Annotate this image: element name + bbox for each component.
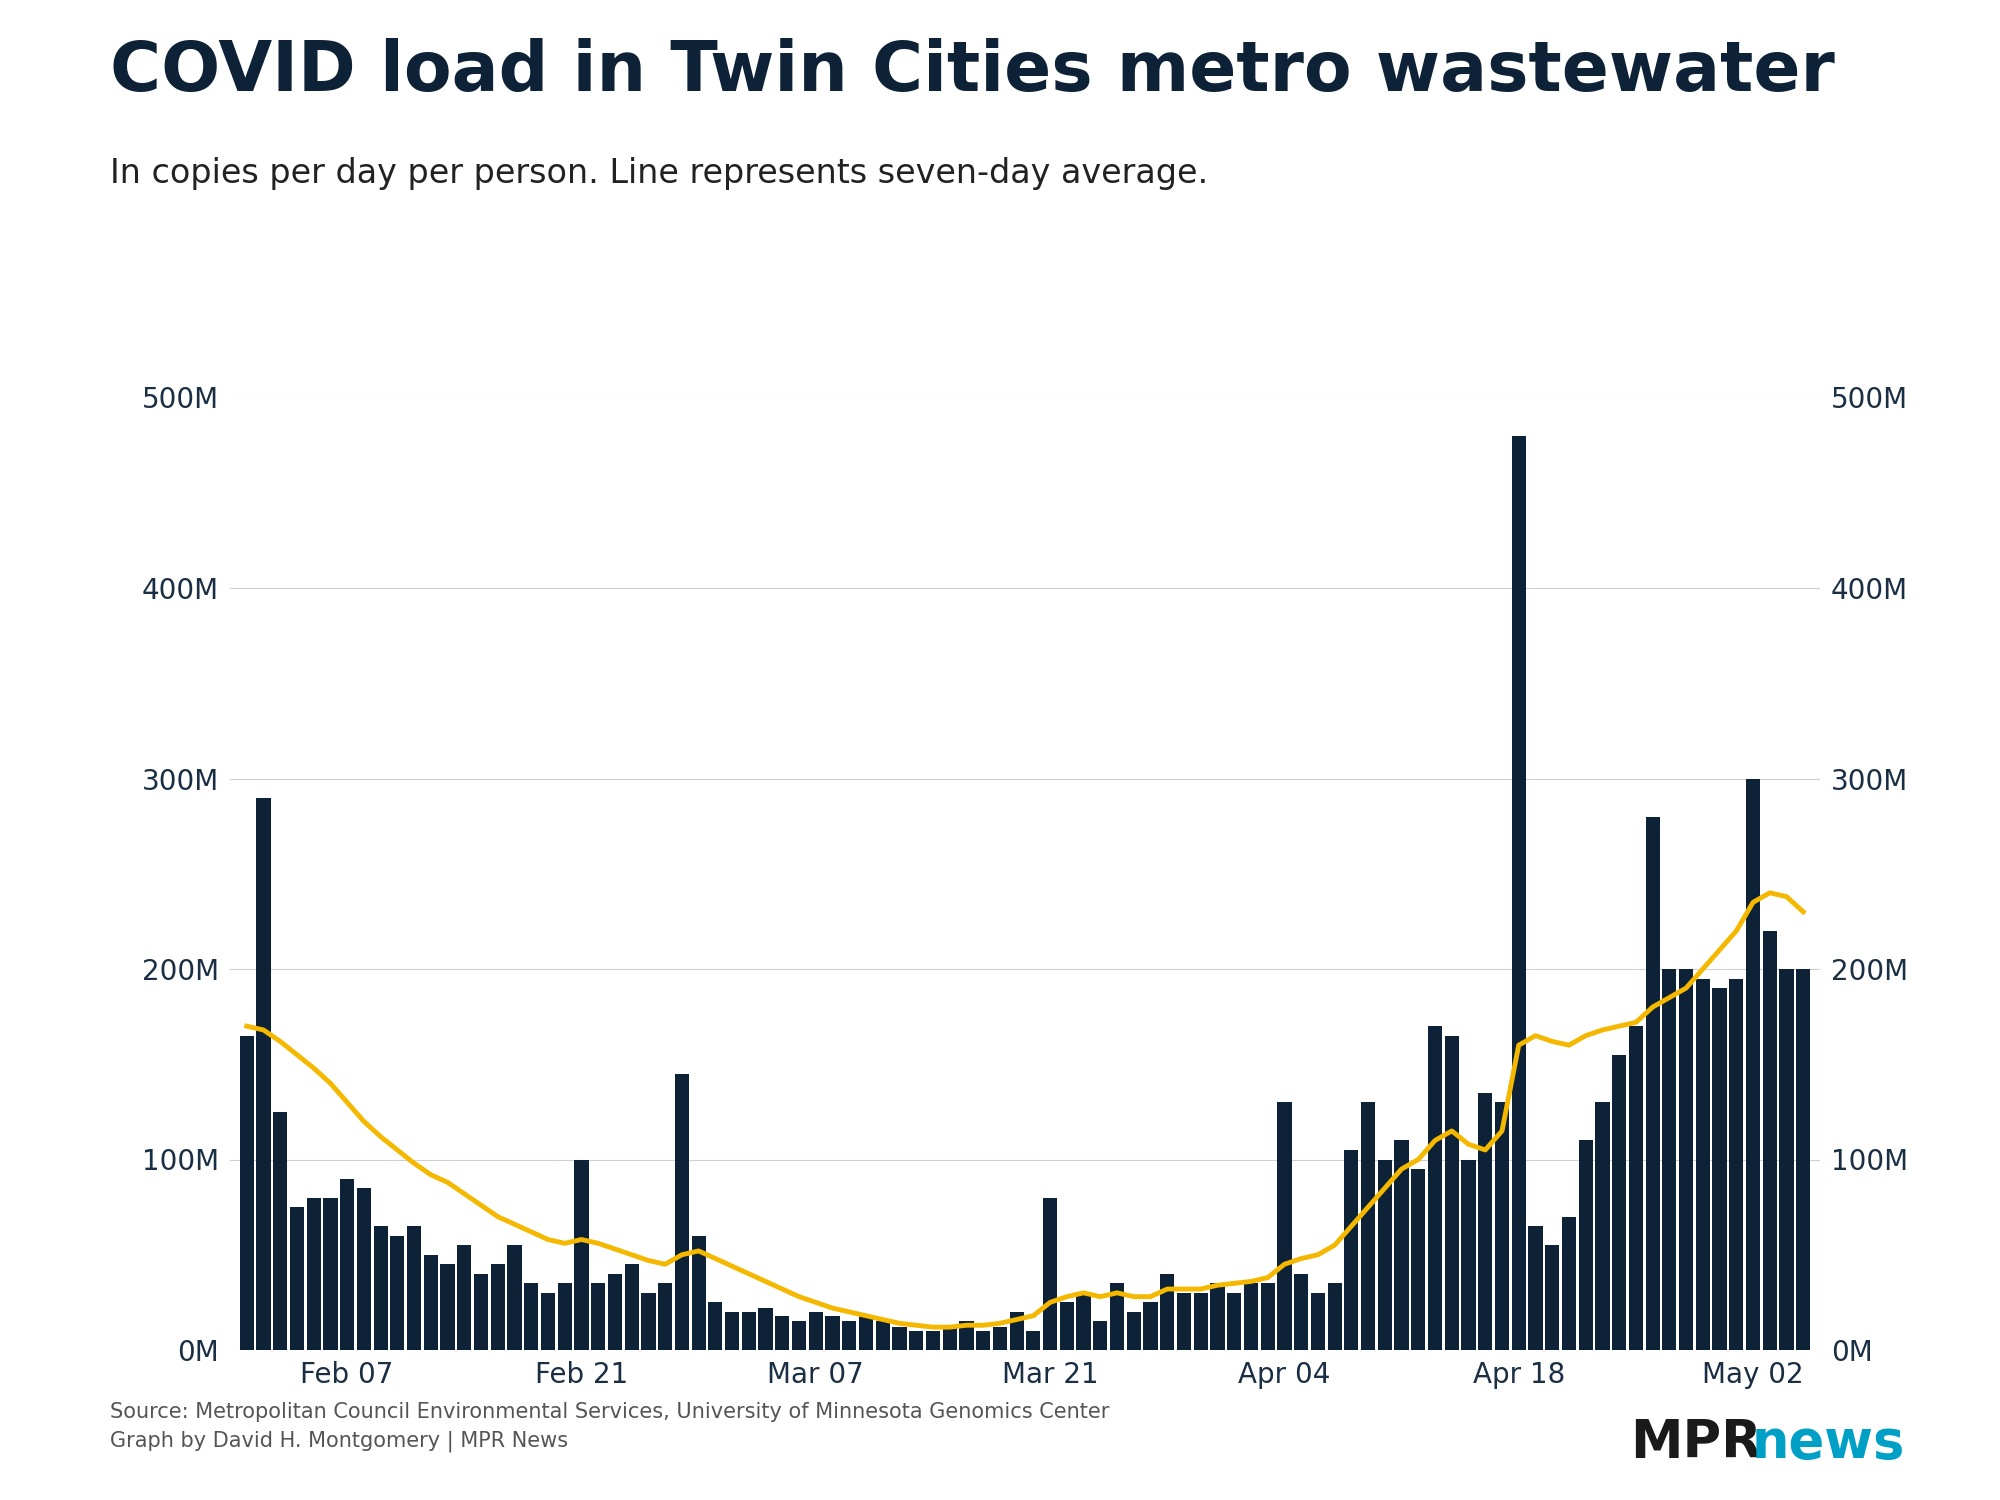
Bar [926, 1330, 940, 1350]
Bar [708, 1302, 722, 1350]
Bar [910, 1330, 924, 1350]
Bar [490, 1264, 504, 1350]
Text: COVID load in Twin Cities metro wastewater: COVID load in Twin Cities metro wastewat… [110, 38, 1834, 105]
Bar [842, 1322, 856, 1350]
Bar [1662, 969, 1676, 1350]
Bar [424, 1254, 438, 1350]
Bar [1546, 1245, 1560, 1350]
Bar [960, 1322, 974, 1350]
Bar [1094, 1322, 1108, 1350]
Bar [592, 1284, 606, 1350]
Bar [1310, 1293, 1326, 1350]
Bar [1176, 1293, 1192, 1350]
Bar [976, 1330, 990, 1350]
Bar [1628, 1026, 1644, 1350]
Bar [440, 1264, 454, 1350]
Bar [306, 1197, 320, 1350]
Bar [1328, 1284, 1342, 1350]
Bar [1244, 1284, 1258, 1350]
Bar [1026, 1330, 1040, 1350]
Text: Source: Metropolitan Council Environmental Services, University of Minnesota Gen: Source: Metropolitan Council Environment… [110, 1402, 1110, 1452]
Bar [1796, 969, 1810, 1350]
Bar [374, 1226, 388, 1350]
Bar [1712, 988, 1726, 1350]
Bar [776, 1316, 790, 1350]
Bar [558, 1284, 572, 1350]
Bar [1412, 1168, 1426, 1350]
Bar [876, 1322, 890, 1350]
Bar [1144, 1302, 1158, 1350]
Bar [1780, 969, 1794, 1350]
Bar [1344, 1150, 1358, 1350]
Bar [1378, 1160, 1392, 1350]
Bar [826, 1316, 840, 1350]
Bar [1678, 969, 1694, 1350]
Bar [1126, 1312, 1140, 1350]
Bar [1444, 1035, 1458, 1350]
Bar [1612, 1054, 1626, 1350]
Bar [1596, 1102, 1610, 1350]
Bar [274, 1112, 288, 1350]
Bar [540, 1293, 556, 1350]
Bar [1194, 1293, 1208, 1350]
Bar [642, 1293, 656, 1350]
Bar [992, 1328, 1008, 1350]
Bar [1260, 1284, 1274, 1350]
Bar [742, 1312, 756, 1350]
Bar [390, 1236, 404, 1350]
Text: In copies per day per person. Line represents seven-day average.: In copies per day per person. Line repre… [110, 158, 1208, 190]
Text: news: news [1752, 1418, 1906, 1470]
Bar [1010, 1312, 1024, 1350]
Bar [406, 1226, 422, 1350]
Bar [1160, 1274, 1174, 1350]
Bar [256, 798, 270, 1350]
Bar [942, 1328, 956, 1350]
Bar [574, 1160, 588, 1350]
Bar [1730, 978, 1744, 1350]
Bar [1578, 1140, 1592, 1350]
Bar [608, 1274, 622, 1350]
Text: MPR: MPR [1630, 1418, 1762, 1470]
Bar [1294, 1274, 1308, 1350]
Bar [508, 1245, 522, 1350]
Bar [1512, 435, 1526, 1350]
Bar [356, 1188, 372, 1350]
Bar [1110, 1284, 1124, 1350]
Bar [240, 1035, 254, 1350]
Bar [808, 1312, 822, 1350]
Bar [340, 1179, 354, 1350]
Bar [1528, 1226, 1542, 1350]
Bar [692, 1236, 706, 1350]
Bar [858, 1316, 874, 1350]
Bar [1746, 778, 1760, 1350]
Bar [1428, 1026, 1442, 1350]
Bar [1210, 1284, 1224, 1350]
Bar [474, 1274, 488, 1350]
Bar [1042, 1197, 1058, 1350]
Bar [524, 1284, 538, 1350]
Bar [458, 1245, 472, 1350]
Bar [1278, 1102, 1292, 1350]
Bar [674, 1074, 690, 1350]
Bar [1076, 1293, 1090, 1350]
Bar [1228, 1293, 1242, 1350]
Bar [1646, 816, 1660, 1350]
Bar [1462, 1160, 1476, 1350]
Bar [624, 1264, 638, 1350]
Bar [792, 1322, 806, 1350]
Bar [1494, 1102, 1510, 1350]
Bar [892, 1328, 906, 1350]
Bar [758, 1308, 772, 1350]
Bar [724, 1312, 740, 1350]
Bar [1696, 978, 1710, 1350]
Bar [324, 1197, 338, 1350]
Bar [1360, 1102, 1376, 1350]
Bar [1478, 1094, 1492, 1350]
Bar [290, 1208, 304, 1350]
Bar [1762, 932, 1776, 1350]
Bar [1394, 1140, 1408, 1350]
Bar [1060, 1302, 1074, 1350]
Bar [1562, 1216, 1576, 1350]
Bar [658, 1284, 672, 1350]
